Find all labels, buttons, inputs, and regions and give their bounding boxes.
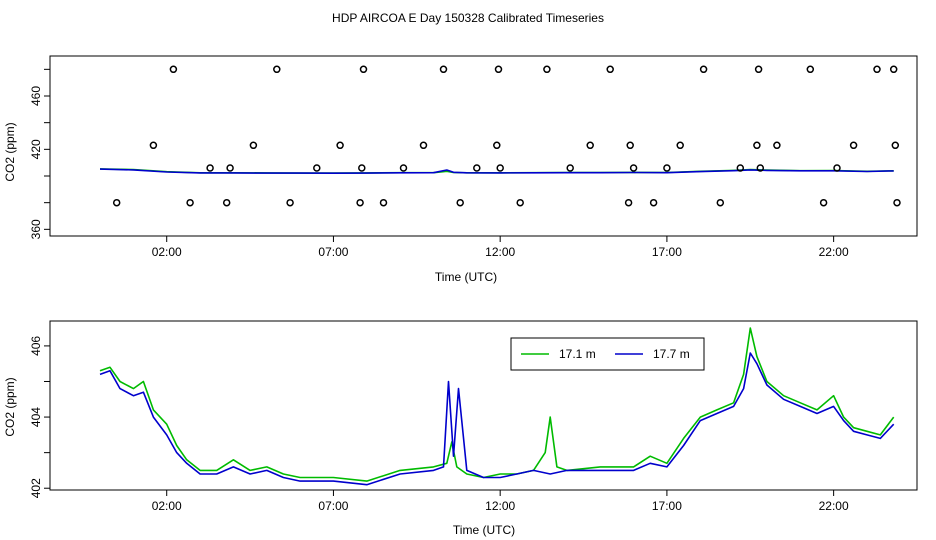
data-point-marker (496, 164, 504, 172)
data-point-marker (676, 141, 684, 150)
data-point-marker (336, 141, 344, 150)
data-point-marker (473, 164, 481, 172)
data-point-marker (626, 141, 634, 150)
data-point-marker (206, 164, 214, 172)
bottom-panel: Time (UTC) CO2 (ppm) 02:00 07:00 12:00 17:0… (3, 320, 918, 537)
data-point-marker (273, 65, 281, 74)
y-tick-label: 402 (29, 478, 43, 498)
data-point-marker (186, 198, 194, 207)
x-tick-label: 07:00 (318, 499, 348, 513)
data-point-marker (629, 164, 638, 172)
data-point-marker (649, 198, 658, 207)
data-point-marker (754, 65, 763, 74)
x-tick-label: 22:00 (819, 499, 849, 513)
y-tick-label: 460 (29, 86, 43, 106)
data-point-marker (663, 164, 671, 172)
bottom-x-axis-label: Time (UTC) (453, 523, 515, 537)
data-point-marker (439, 65, 448, 74)
data-point-marker (753, 141, 761, 150)
x-tick-label: 12:00 (485, 499, 515, 513)
plot-data-area (99, 327, 895, 486)
data-point-marker (566, 164, 574, 172)
data-point-marker (169, 65, 178, 74)
data-point-marker (226, 164, 234, 172)
data-point-marker (773, 141, 781, 150)
top-y-axis-label: CO2 (ppm) (3, 122, 17, 181)
data-point-marker (624, 198, 633, 207)
data-point-marker (379, 198, 388, 207)
data-point-marker (313, 164, 321, 172)
y-tick-label: 404 (29, 407, 43, 427)
data-point-marker (699, 65, 708, 74)
top-panel: Time (UTC) CO2 (ppm) 02:00 07:00 12:00 17:0… (3, 55, 918, 284)
figure-title: HDP AIRCOA E Day 150328 Calibrated Times… (332, 11, 604, 25)
x-tick-label: 17:00 (652, 245, 682, 259)
data-point-marker (716, 198, 725, 207)
data-point-marker (893, 198, 901, 207)
plot-frame (49, 55, 918, 237)
data-point-marker (586, 141, 594, 150)
y-tick-label: 420 (29, 139, 43, 159)
series-line-2 (99, 168, 894, 174)
series-line-2 (99, 352, 895, 486)
data-point-marker (249, 141, 258, 150)
top-x-axis-label: Time (UTC) (435, 270, 497, 284)
x-tick-label: 22:00 (819, 245, 849, 259)
legend-label: 17.7 m (653, 347, 690, 361)
y-tick-label: 406 (29, 336, 43, 356)
data-point-marker (399, 164, 408, 172)
data-point-marker (494, 65, 503, 74)
data-point-marker (891, 141, 900, 150)
y-tick-label: 360 (29, 219, 43, 239)
x-tick-label: 17:00 (652, 499, 682, 513)
data-point-marker (516, 198, 524, 207)
data-point-marker (889, 65, 898, 74)
x-tick-label: 02:00 (152, 245, 182, 259)
data-point-marker (149, 141, 158, 150)
x-tick-label: 02:00 (152, 499, 182, 513)
x-tick-label: 12:00 (485, 245, 515, 259)
legend-label: 17.1 m (559, 347, 596, 361)
data-point-marker (286, 198, 294, 207)
x-tick-label: 07:00 (318, 245, 348, 259)
series-line-1 (99, 327, 895, 482)
legend: 17.1 m 17.7 m (510, 337, 705, 371)
data-point-marker (493, 141, 501, 150)
data-point-marker (419, 141, 428, 150)
data-point-marker (849, 141, 858, 150)
data-point-marker (456, 198, 464, 207)
bottom-y-axis-label: CO2 (ppm) (3, 377, 17, 436)
data-point-marker (736, 164, 745, 172)
data-point-marker (756, 164, 765, 172)
data-point-marker (873, 65, 881, 74)
data-point-marker (112, 198, 121, 207)
data-point-marker (359, 65, 368, 74)
plot-data-area (99, 65, 901, 207)
data-point-marker (833, 164, 841, 172)
data-point-marker (222, 198, 231, 207)
data-point-marker (358, 164, 366, 172)
data-point-marker (543, 65, 551, 74)
data-point-marker (819, 198, 828, 207)
data-point-marker (806, 65, 815, 74)
data-point-marker (606, 65, 614, 74)
plot-frame (49, 320, 918, 491)
data-point-marker (356, 198, 364, 207)
